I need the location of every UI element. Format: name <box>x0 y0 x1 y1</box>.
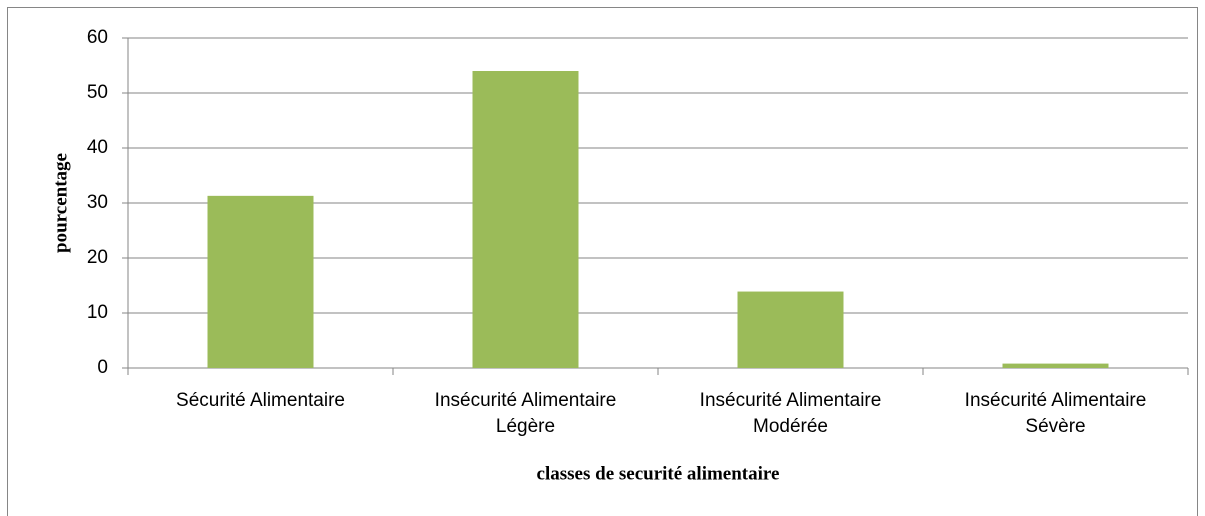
x-tick-label: Insécurité Alimentaire Sévère <box>964 390 1147 437</box>
x-axis-title: classes de securité alimentaire <box>537 463 780 484</box>
x-tick-label: Insécurité Alimentaire Légère <box>434 390 617 437</box>
y-tick-label: 10 <box>87 302 108 323</box>
bar <box>472 71 579 368</box>
y-tick-label: 20 <box>87 247 108 268</box>
bar <box>1002 363 1109 368</box>
x-tick-label: Insécurité Alimentaire Modérée <box>699 390 882 437</box>
x-tick-label: Sécurité Alimentaire <box>176 390 345 411</box>
y-tick-label: 40 <box>87 137 108 158</box>
y-tick-label: 30 <box>87 192 108 213</box>
y-tick-label: 0 <box>97 357 108 378</box>
y-tick-label: 50 <box>87 82 108 103</box>
y-tick-label: 60 <box>87 27 108 48</box>
bar <box>207 195 314 368</box>
chart-border <box>7 7 1198 516</box>
y-axis-title: pourcentage <box>50 153 71 253</box>
bar <box>737 291 844 368</box>
